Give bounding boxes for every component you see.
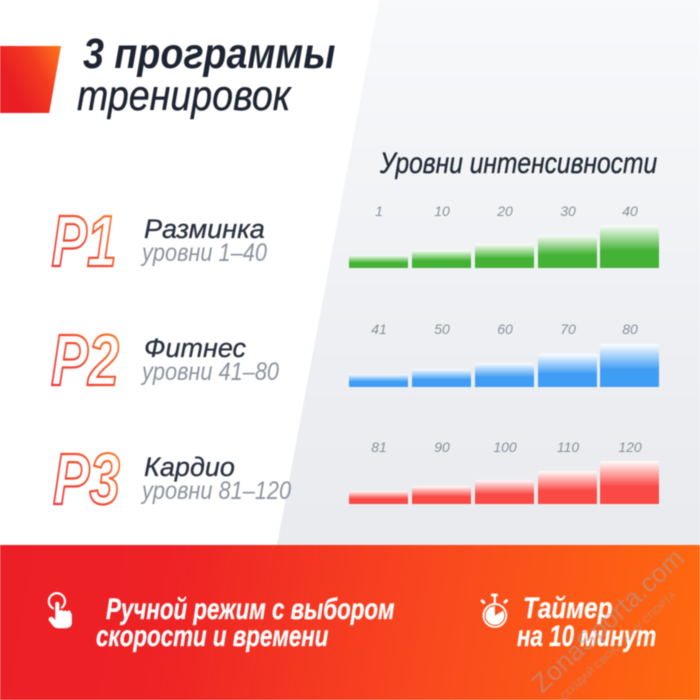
svg-text:P1: P1 bbox=[52, 202, 117, 280]
svg-text:ZonaSporta.com: ZonaSporta.com bbox=[526, 542, 690, 698]
svg-text:P2: P2 bbox=[51, 321, 119, 399]
svg-text:P3: P3 bbox=[53, 440, 120, 518]
